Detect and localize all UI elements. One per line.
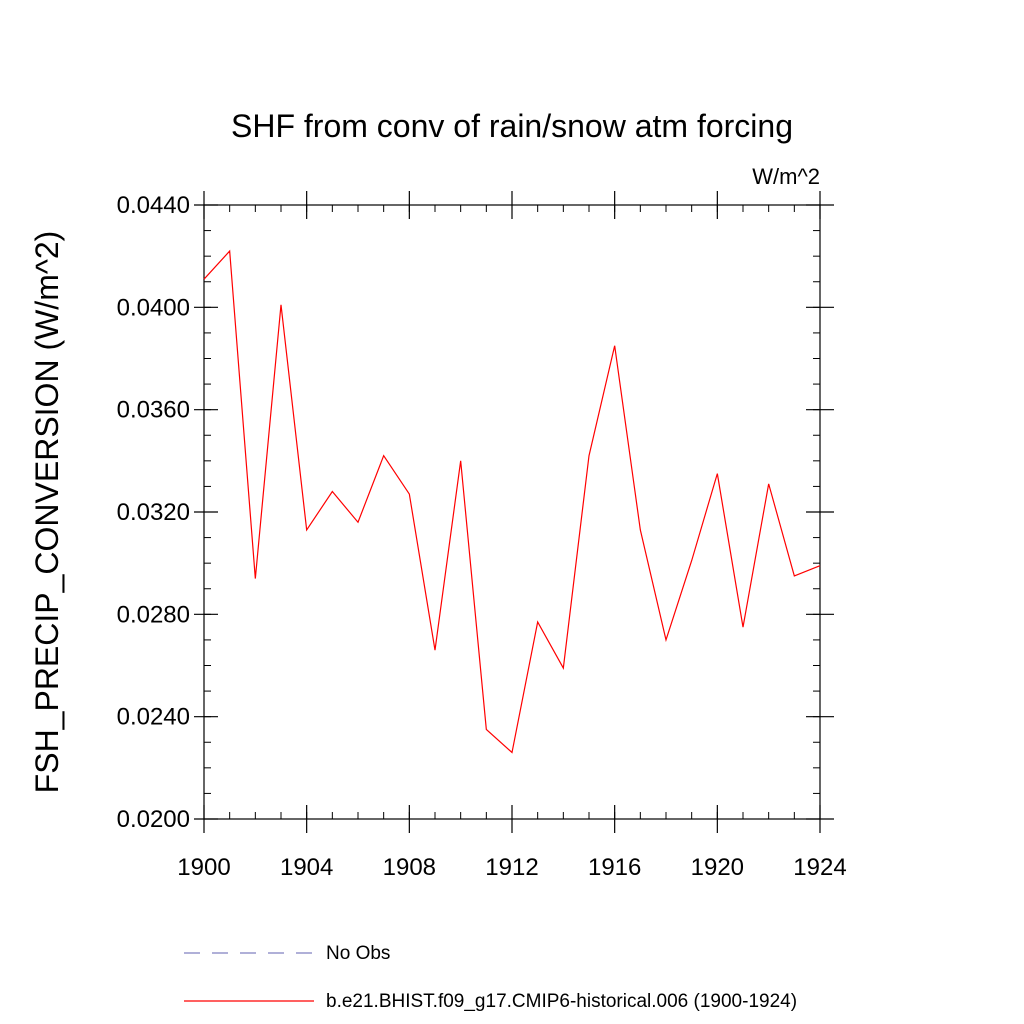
y-tick-label: 0.0280 [117, 601, 190, 628]
y-tick-label: 0.0240 [117, 704, 190, 731]
chart-title: SHF from conv of rain/snow atm forcing [231, 108, 793, 144]
plot-area: 0.0200 0.0240 0.0280 0.0320 0.0360 0.0400 0.04… [117, 191, 847, 881]
legend-label-0: No Obs [326, 943, 390, 964]
x-tick-label: 1912 [485, 854, 538, 881]
x-tick-label: 1908 [383, 854, 436, 881]
x-tick-label: 1904 [280, 854, 333, 881]
y-tick-label: 0.0440 [117, 192, 190, 219]
series-line-1 [203, 249, 821, 754]
y-tick-label: 0.0360 [117, 397, 190, 424]
y-tick-label: 0.0400 [117, 294, 190, 321]
y-tick-label: 0.0320 [117, 499, 190, 526]
x-tick-label: 1916 [588, 854, 641, 881]
y-axis-title: FSH_PRECIP_CONVERSION (W/m^2) [29, 231, 65, 794]
x-tick-label: 1920 [691, 854, 744, 881]
units-label: W/m^2 [752, 164, 820, 189]
x-tick-label: 1900 [177, 854, 230, 881]
legend-label-1: b.e21.BHIST.f09_g17.CMIP6-historical.006… [326, 991, 797, 1012]
x-tick-label: 1924 [793, 854, 846, 881]
legend: No Obs b.e21.BHIST.f09_g17.CMIP6-historic… [184, 943, 797, 1012]
y-tick-label: 0.0200 [117, 806, 190, 833]
